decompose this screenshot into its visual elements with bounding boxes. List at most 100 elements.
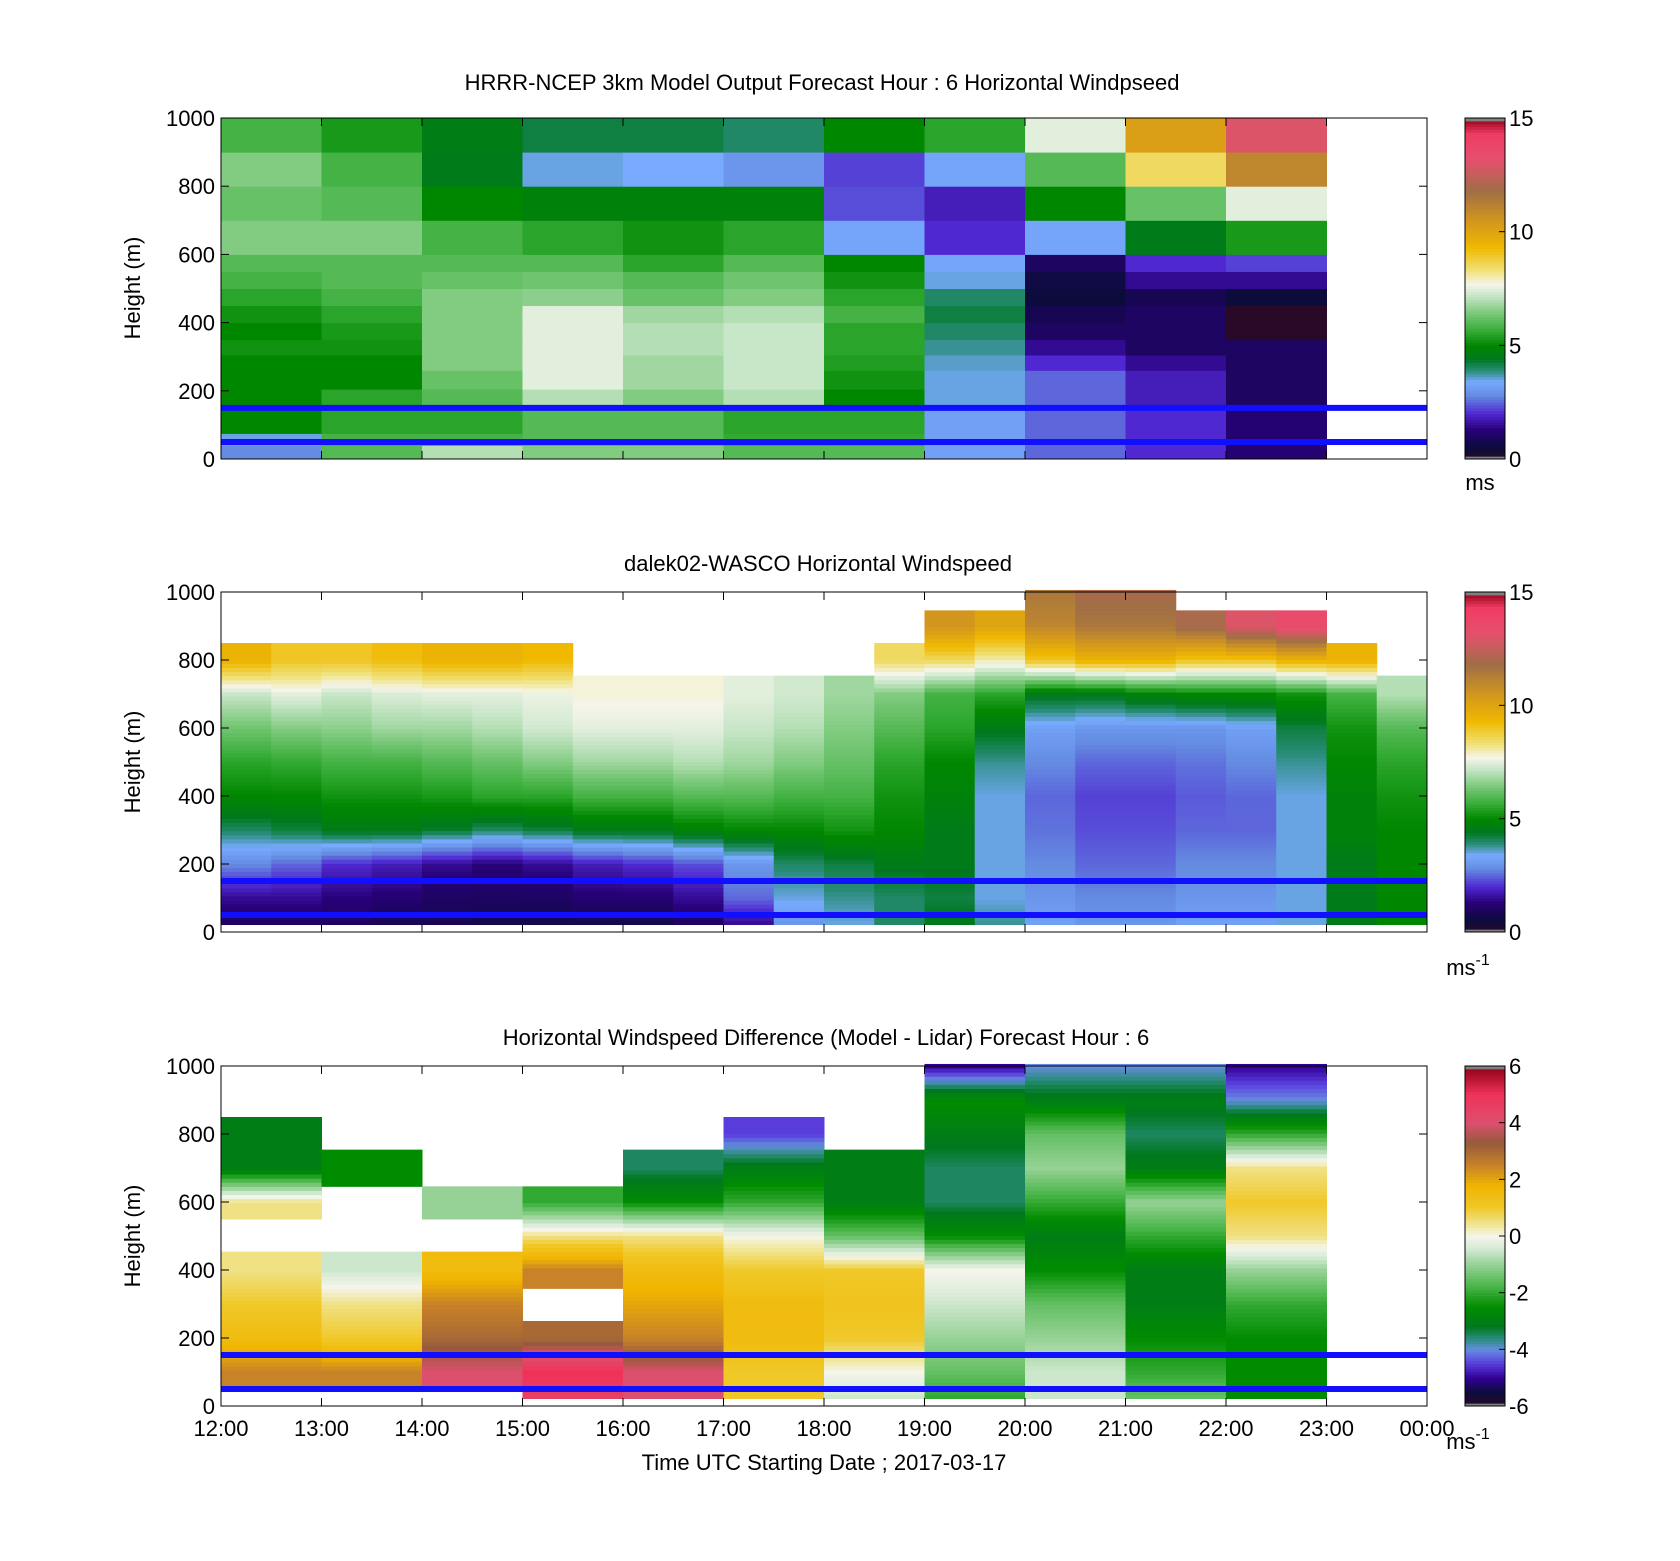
heatmap-cell <box>221 1141 322 1147</box>
heatmap-cell <box>1125 785 1177 791</box>
heatmap-cell <box>1326 802 1378 807</box>
heatmap-cell <box>874 904 925 909</box>
heatmap-cell <box>1326 798 1378 803</box>
heatmap-cell <box>1075 732 1126 738</box>
heatmap-cell <box>924 1170 1026 1175</box>
heatmap-cell <box>773 785 825 791</box>
heatmap-cell <box>773 700 825 705</box>
heatmap-cell <box>221 339 322 356</box>
heatmap-cell <box>1025 675 1076 681</box>
heatmap-cell <box>623 683 674 689</box>
heatmap-cell <box>371 818 423 824</box>
heatmap-cell <box>723 700 775 705</box>
heatmap-cell <box>472 769 523 775</box>
heatmap-cell <box>1025 806 1076 811</box>
heatmap-cell <box>623 1280 724 1285</box>
heatmap-cell <box>472 720 523 726</box>
heatmap-cell <box>321 445 423 460</box>
heatmap-cell <box>924 1129 1026 1134</box>
colorbar-segment <box>1465 444 1505 449</box>
heatmap-cell <box>522 407 624 422</box>
heatmap-cell <box>422 186 523 221</box>
heatmap-cell <box>1025 793 1076 799</box>
heatmap-cell <box>1175 875 1227 881</box>
heatmap-cell <box>221 1365 322 1371</box>
heatmap-cell <box>673 777 724 783</box>
heatmap-cell <box>824 785 875 791</box>
heatmap-cell <box>1075 904 1126 909</box>
heatmap-cell <box>723 1149 825 1155</box>
heatmap-cell <box>924 761 976 766</box>
heatmap-cell <box>422 305 523 324</box>
heatmap-cell <box>723 1349 825 1355</box>
heatmap-cell <box>924 1341 1026 1346</box>
heatmap-cell <box>522 793 574 799</box>
heatmap-cell <box>924 1100 1026 1106</box>
heatmap-cell <box>673 728 724 734</box>
heatmap-cell <box>1025 900 1076 905</box>
heatmap-cell <box>623 220 724 255</box>
heatmap-cell <box>472 875 523 881</box>
heatmap-cell <box>824 1194 925 1200</box>
panel-3-ylabel: Height (m) <box>120 1185 145 1288</box>
heatmap-cell <box>924 781 976 787</box>
heatmap-cell <box>572 716 624 722</box>
colorbar-segment <box>1465 1323 1505 1328</box>
heatmap-cell <box>1025 1072 1126 1077</box>
heatmap-cell <box>522 830 574 836</box>
heatmap-cell <box>371 908 423 913</box>
heatmap-cell <box>1025 1304 1126 1310</box>
heatmap-cell <box>1175 749 1227 754</box>
heatmap-cell <box>723 842 775 848</box>
heatmap-cell <box>371 834 423 840</box>
heatmap-cell <box>522 1223 624 1228</box>
heatmap-cell <box>1125 1182 1227 1187</box>
heatmap-cell <box>221 643 272 648</box>
heatmap-cell <box>623 1174 724 1179</box>
colorbar-segment <box>1465 254 1505 258</box>
colorbar-segment <box>1465 1173 1505 1177</box>
heatmap-cell <box>723 1251 825 1257</box>
heatmap-cell <box>321 802 373 807</box>
heatmap-cell <box>321 1349 423 1355</box>
heatmap-cell <box>723 757 775 762</box>
heatmap-cell <box>924 1080 1026 1085</box>
colorbar-segment <box>1465 702 1505 706</box>
heatmap-cell <box>572 818 624 824</box>
heatmap-cell <box>1226 655 1277 660</box>
heatmap-cell <box>924 700 976 705</box>
heatmap-cell <box>974 630 1026 636</box>
colorbar-segment <box>1465 1088 1505 1092</box>
heatmap-cell <box>723 802 775 807</box>
heatmap-cell <box>924 765 976 770</box>
heatmap-cell <box>221 1312 322 1318</box>
heatmap-cell <box>723 305 825 324</box>
heatmap-cell <box>422 1210 523 1216</box>
heatmap-cell <box>1376 851 1428 856</box>
heatmap-cell <box>824 720 875 726</box>
heatmap-cell <box>824 1374 925 1379</box>
heatmap-cell <box>1226 1145 1327 1151</box>
heatmap-cell <box>623 1296 724 1302</box>
colorbar-segment <box>1465 665 1505 669</box>
heatmap-cell <box>924 1247 1026 1253</box>
heatmap-cell <box>1276 630 1327 636</box>
heatmap-cell <box>1226 1378 1327 1383</box>
heatmap-cell <box>271 720 322 726</box>
heatmap-cell <box>1226 1210 1327 1216</box>
heatmap-cell <box>1125 1284 1227 1289</box>
heatmap-cell <box>1125 445 1227 460</box>
y-tick-label: 0 <box>203 920 215 945</box>
colorbar-segment <box>1465 1224 1505 1228</box>
heatmap-cell <box>522 749 574 754</box>
heatmap-cell <box>522 1333 624 1338</box>
heatmap-cell <box>1075 614 1126 620</box>
heatmap-cell <box>422 761 473 766</box>
y-tick-label: 200 <box>178 379 215 404</box>
heatmap-cell <box>1125 634 1177 640</box>
heatmap-cell <box>924 659 976 664</box>
x-tick-label: 15:00 <box>495 1416 550 1441</box>
heatmap-cell <box>1125 1341 1227 1346</box>
heatmap-cell <box>1376 810 1428 815</box>
heatmap-cell <box>221 891 272 897</box>
